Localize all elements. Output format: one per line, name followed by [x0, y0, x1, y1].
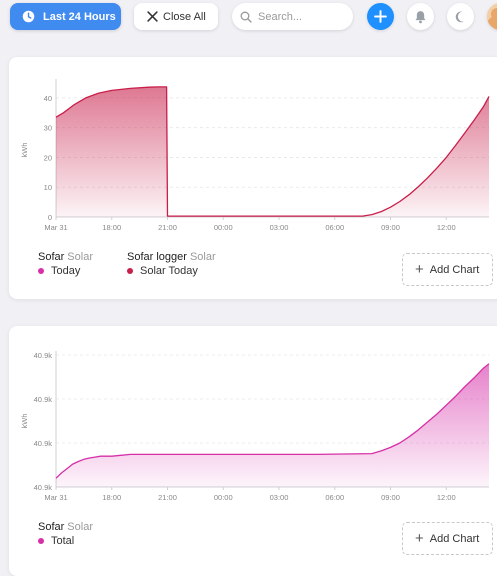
- x-tick-label: 03:00: [270, 223, 289, 232]
- toolbar: Last 24 Hours Close All: [0, 0, 497, 34]
- user-avatar-icon: [487, 3, 497, 30]
- clock-icon: [22, 10, 35, 23]
- search-input[interactable]: [258, 10, 343, 23]
- moon-icon: [454, 10, 468, 24]
- chart-card-1: 0 10 20 30 40 Mar 31 18:00 21:00 00:00 03:00 06:00…: [9, 57, 497, 299]
- legend-dot: [127, 268, 133, 274]
- x-tick-label: 06:00: [325, 493, 344, 502]
- x-tick-label: 18:00: [102, 493, 121, 502]
- y-tick-label: 0: [48, 213, 52, 222]
- time-range-button[interactable]: Last 24 Hours: [10, 3, 121, 30]
- x-tick-label: Mar 31: [44, 493, 67, 502]
- series-line[interactable]: [55, 363, 490, 479]
- y-axis-label: kWh: [20, 414, 29, 429]
- y-tick-label: 40.9k: [34, 483, 53, 492]
- legend-group-2: Sofar logger Solar Solar Today: [127, 251, 216, 277]
- add-button[interactable]: [367, 3, 394, 30]
- notifications-button[interactable]: [407, 3, 434, 30]
- plus-icon: +: [415, 530, 424, 547]
- chart-1: 0 10 20 30 40 Mar 31 18:00 21:00 00:00 03:00 06:00…: [20, 79, 490, 232]
- time-range-label: Last 24 Hours: [43, 10, 116, 23]
- search-box[interactable]: [232, 3, 353, 30]
- legend-label: Solar Today: [140, 265, 198, 277]
- legend-group-1: Sofar Solar Total: [38, 521, 93, 547]
- x-tick-label: 06:00: [325, 223, 344, 232]
- legend-label: Today: [51, 265, 81, 277]
- x-tick-label: Mar 31: [44, 223, 67, 232]
- y-tick-label: 30: [44, 124, 52, 133]
- legend-category: Solar: [67, 251, 93, 263]
- add-chart-label: Add Chart: [429, 263, 480, 276]
- legend-device: Sofar logger: [127, 251, 187, 263]
- plus-icon: [374, 10, 387, 23]
- close-icon: [147, 11, 158, 22]
- legend-title: Sofar Solar: [38, 521, 93, 533]
- legend-category: Solar: [189, 251, 216, 263]
- x-tick-label: 21:00: [158, 223, 177, 232]
- search-icon: [240, 11, 252, 23]
- x-tick-label: 21:00: [158, 493, 177, 502]
- legend-group-1: Sofar Solar Today: [38, 251, 93, 277]
- legend-item[interactable]: Solar Today: [127, 265, 216, 277]
- y-axis-label: kWh: [20, 143, 29, 158]
- y-tick-label: 40.9k: [34, 395, 53, 404]
- add-chart-label: Add Chart: [429, 532, 480, 545]
- series-area: [56, 86, 489, 218]
- y-tick-label: 10: [44, 183, 52, 192]
- x-tick-label: 12:00: [437, 223, 456, 232]
- y-tick-label: 40: [44, 94, 52, 103]
- legend-device: Sofar: [38, 251, 65, 263]
- close-all-label: Close All: [163, 10, 206, 23]
- legend-title: Sofar Solar: [38, 251, 93, 263]
- legend-item[interactable]: Total: [38, 535, 93, 547]
- legend-category: Solar: [67, 521, 93, 533]
- chart-card-2: 40.9k 40.9k 40.9k 40.9k Mar 31 18:00 21:00 00:0…: [9, 326, 497, 576]
- legend-device: Sofar: [38, 521, 65, 533]
- legend-item[interactable]: Today: [38, 265, 93, 277]
- x-tick-label: 09:00: [381, 223, 400, 232]
- x-tick-label: 12:00: [437, 493, 456, 502]
- add-chart-button[interactable]: + Add Chart: [402, 253, 493, 286]
- y-tick-label: 20: [44, 153, 52, 162]
- theme-toggle-button[interactable]: [447, 3, 474, 30]
- add-chart-button[interactable]: + Add Chart: [402, 522, 493, 555]
- series-area: [56, 363, 489, 487]
- legend-dot: [38, 538, 44, 544]
- x-tick-label: 03:00: [270, 493, 289, 502]
- avatar[interactable]: [487, 3, 497, 30]
- bell-icon: [414, 10, 427, 24]
- x-tick-label: 00:00: [214, 493, 233, 502]
- legend-dot: [38, 268, 44, 274]
- x-tick-label: 00:00: [214, 223, 233, 232]
- close-all-button[interactable]: Close All: [134, 3, 218, 30]
- legend-title: Sofar logger Solar: [127, 251, 216, 263]
- series-line[interactable]: [55, 86, 490, 217]
- legend-label: Total: [51, 535, 75, 547]
- x-tick-label: 18:00: [102, 223, 121, 232]
- plus-icon: +: [415, 261, 424, 278]
- y-tick-label: 40.9k: [34, 439, 53, 448]
- y-tick-label: 40.9k: [34, 351, 53, 360]
- x-tick-label: 09:00: [381, 493, 400, 502]
